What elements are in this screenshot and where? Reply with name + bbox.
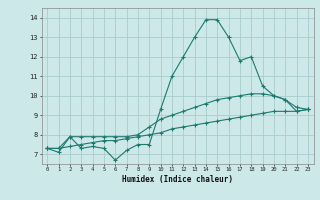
X-axis label: Humidex (Indice chaleur): Humidex (Indice chaleur) [122, 175, 233, 184]
